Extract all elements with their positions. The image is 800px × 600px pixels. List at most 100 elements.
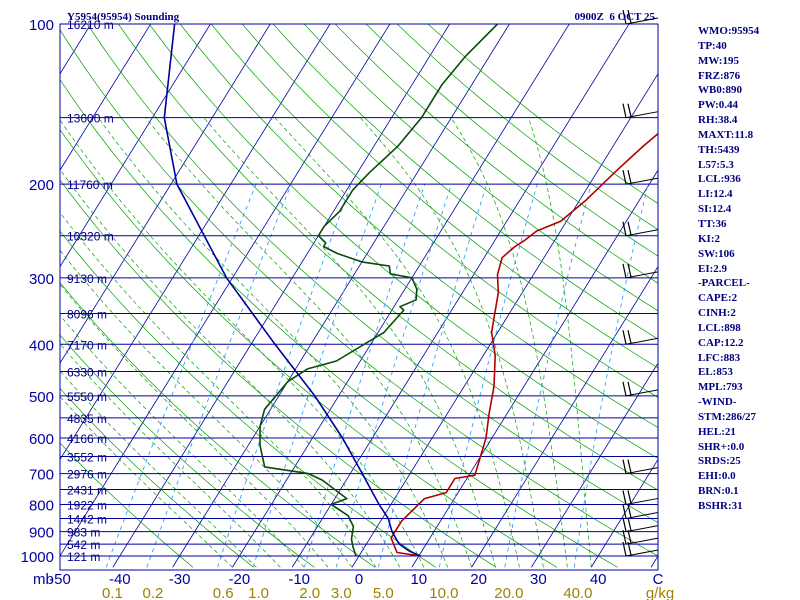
wind-barb-flag xyxy=(627,221,632,235)
mixing-ratio-line xyxy=(438,183,538,568)
height-label: 121 m xyxy=(67,550,100,564)
wind-barb xyxy=(622,541,659,557)
temperature-tick-label: C xyxy=(653,571,664,588)
temperature-tick-label: -50 xyxy=(49,571,71,588)
stat-line: SRDS:25 xyxy=(698,455,741,468)
dry-adiabat-line xyxy=(60,282,376,568)
pressure-tick-label: 200 xyxy=(29,177,54,194)
isotherm-line xyxy=(411,169,658,568)
grid-lines xyxy=(60,24,658,568)
wind-barb-flag xyxy=(622,504,627,519)
height-label: 5550 m xyxy=(67,390,107,404)
wind-barb-shaft xyxy=(625,111,659,119)
pressure-tick-label: 900 xyxy=(29,525,54,542)
wind-barb-flag xyxy=(627,459,632,473)
wind-barb xyxy=(622,170,659,185)
isotherm-line xyxy=(60,24,391,557)
wind-barb xyxy=(622,504,659,519)
stat-line: MPL:793 xyxy=(698,381,743,394)
isotherm-line xyxy=(291,24,630,568)
stat-line: LCL:898 xyxy=(698,321,741,334)
height-label: 11760 m xyxy=(67,178,113,192)
height-label: 16210 m xyxy=(67,18,114,32)
dry-adiabat-line xyxy=(60,442,194,568)
pressure-tick-label: 400 xyxy=(29,337,54,354)
stat-line: LCL:936 xyxy=(698,173,741,186)
mixing-ratio-tick-label: 0.1 xyxy=(102,585,123,600)
stat-line: KI:2 xyxy=(698,232,720,245)
plot-frame xyxy=(59,23,659,571)
wind-barb-flag xyxy=(622,170,627,185)
height-label: 1442 m xyxy=(67,512,107,526)
wind-barb-flag xyxy=(622,541,627,557)
plot-background xyxy=(60,24,658,570)
wind-barb-shaft xyxy=(625,537,659,545)
height-label: 7170 m xyxy=(67,338,107,352)
stat-line: CINH:2 xyxy=(698,307,736,320)
stat-line: -PARCEL- xyxy=(698,277,750,290)
wind-barb xyxy=(622,221,659,237)
stat-line: RH:38.4 xyxy=(698,114,738,127)
wind-barb-shaft xyxy=(625,337,659,345)
height-label: 6330 m xyxy=(67,366,107,380)
mixing-ratio-tick-label: 40.0 xyxy=(563,585,592,600)
mixing-ratio-line xyxy=(504,183,592,568)
mixing-ratio-tick-label: 3.0 xyxy=(331,585,352,600)
dry-adiabat-line xyxy=(60,334,315,568)
chart-time: 0900Z 6 OCT 25 xyxy=(575,11,656,23)
stat-line: MAXT:11.8 xyxy=(698,128,754,141)
wind-barb-shaft xyxy=(625,229,659,237)
wind-barb xyxy=(622,263,659,279)
wind-barbs xyxy=(622,9,659,557)
wind-barb-flag xyxy=(627,330,632,344)
isotherm-line xyxy=(172,24,510,568)
wind-barb xyxy=(622,9,659,25)
isotherm-line xyxy=(351,72,658,568)
stat-line: TP:40 xyxy=(698,39,727,52)
pressure-tick-label: 100 xyxy=(29,17,54,34)
pressure-tick-label: 600 xyxy=(29,431,54,448)
stat-line: SW:106 xyxy=(698,247,735,260)
mixing-ratio-line xyxy=(252,183,382,568)
wind-barb-flag xyxy=(627,170,632,184)
stat-line: TT:36 xyxy=(698,217,727,230)
temperature-tick-label: 10 xyxy=(410,571,427,588)
mixing-ratio-line xyxy=(335,183,452,568)
stat-line: FRZ:876 xyxy=(698,69,741,82)
wind-barb-flag xyxy=(622,9,627,25)
mixing-ratio-tick-label: 2.0 xyxy=(299,585,320,600)
stat-line: L57:5.3 xyxy=(698,158,734,171)
pressure-tick-label: 700 xyxy=(29,467,54,484)
wind-barb-flag xyxy=(622,221,627,236)
mixing-ratio-line xyxy=(146,183,292,568)
height-labels: 16210 m 13600 m 11760 m 10320 m 9130 m 8096 m… xyxy=(67,18,114,564)
isotherm-line xyxy=(60,24,331,461)
wind-barb-flag xyxy=(627,263,632,277)
height-label: 983 m xyxy=(67,526,100,540)
wind-barb xyxy=(622,103,659,119)
mixing-ratio-unit: g/kg xyxy=(646,585,674,600)
wind-barb-flag xyxy=(627,530,632,544)
stat-line: -WIND- xyxy=(698,396,737,409)
stat-line: MW:195 xyxy=(698,54,739,67)
stat-line: EHI:0.0 xyxy=(698,470,736,483)
sounding-stats-panel: WMO:95954 TP:40 MW:195 FRZ:876 WB0:890 PW:0.4… xyxy=(698,24,800,514)
stat-line: WB0:890 xyxy=(698,84,742,97)
pressure-tick-label: 1000 xyxy=(21,549,54,566)
wind-barb-flag xyxy=(622,381,627,396)
height-label: 542 m xyxy=(67,538,100,552)
mixing-ratio-line xyxy=(377,183,488,568)
wind-barb-shaft xyxy=(625,271,659,279)
wind-barb-flag xyxy=(627,490,632,504)
dry-adiabat-line xyxy=(60,387,254,568)
mixing-ratio-tick-label: 0.6 xyxy=(213,585,234,600)
isotherm-line xyxy=(531,362,658,568)
stat-line: EL:853 xyxy=(698,366,733,379)
pressure-tick-label: 500 xyxy=(29,389,54,406)
stat-line: LI:12.4 xyxy=(698,188,733,201)
wind-barb-flag xyxy=(622,517,627,532)
mixing-ratio-line xyxy=(573,183,649,568)
stat-line: WMO:95954 xyxy=(698,25,760,37)
temperature-tick-label: 40 xyxy=(590,571,607,588)
mixing-ratio-tick-label: 10.0 xyxy=(429,585,458,600)
